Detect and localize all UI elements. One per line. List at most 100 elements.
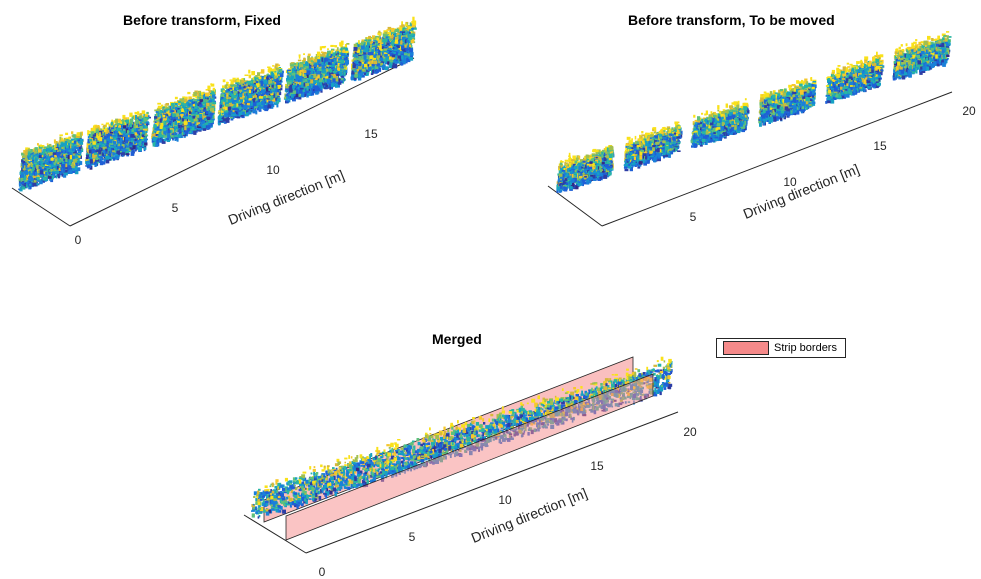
point [65, 153, 68, 155]
point [23, 165, 26, 170]
point [189, 129, 193, 134]
point [96, 150, 98, 154]
point [67, 165, 71, 170]
point [98, 151, 102, 155]
point [32, 149, 36, 152]
point [188, 114, 192, 118]
point [156, 119, 160, 122]
point [203, 96, 206, 100]
point [109, 133, 113, 137]
point [171, 133, 174, 135]
point [22, 154, 26, 157]
point [172, 124, 175, 128]
point [140, 132, 143, 137]
point [136, 145, 140, 148]
point [126, 122, 130, 127]
point [47, 148, 51, 152]
point [246, 98, 250, 102]
point [104, 142, 107, 147]
point [170, 134, 174, 138]
point [28, 169, 32, 171]
point [171, 116, 174, 120]
point [124, 149, 128, 152]
point [91, 148, 95, 154]
point [205, 89, 208, 91]
point [133, 140, 137, 145]
point [89, 144, 92, 148]
point [132, 139, 136, 141]
point [85, 159, 89, 161]
point [65, 139, 69, 143]
point [115, 121, 118, 125]
point [26, 159, 30, 162]
point [156, 120, 160, 125]
point [60, 141, 64, 145]
point [159, 110, 163, 114]
point [195, 104, 199, 107]
point [240, 81, 245, 85]
point [193, 130, 197, 135]
point [128, 129, 131, 134]
point [139, 134, 144, 139]
point [38, 168, 41, 173]
point [50, 163, 54, 166]
point [31, 168, 34, 172]
point [30, 163, 33, 167]
point [111, 127, 114, 130]
point [31, 173, 34, 178]
point [52, 150, 57, 155]
point [174, 112, 178, 117]
point [119, 146, 123, 149]
point [126, 119, 130, 124]
point [159, 118, 162, 123]
point [139, 126, 143, 130]
point [68, 160, 72, 165]
point [191, 114, 195, 116]
point [118, 141, 122, 145]
point [106, 129, 110, 133]
point [71, 163, 74, 166]
point [191, 122, 194, 125]
chart-title: Before transform, Fixed [123, 12, 281, 28]
point [62, 142, 66, 147]
point [138, 118, 142, 121]
point [44, 151, 47, 156]
point [222, 85, 225, 89]
point [99, 142, 103, 145]
point [138, 114, 141, 118]
point [105, 145, 109, 149]
point [190, 100, 193, 103]
point [71, 140, 74, 143]
point [273, 102, 276, 105]
point [30, 169, 33, 174]
point [210, 118, 214, 123]
point [34, 167, 37, 172]
point [137, 139, 141, 144]
point [110, 148, 113, 153]
point [160, 129, 162, 132]
point [190, 110, 193, 112]
point [108, 140, 113, 143]
point [187, 104, 190, 109]
point [76, 160, 79, 163]
point [194, 123, 198, 127]
point [169, 130, 173, 133]
point [164, 127, 169, 130]
point [164, 124, 168, 127]
point [103, 128, 108, 133]
point [176, 116, 181, 118]
point [68, 169, 70, 174]
point [86, 146, 89, 149]
point [203, 106, 206, 112]
point [160, 122, 164, 126]
point [178, 101, 181, 103]
point [204, 127, 207, 130]
point [157, 138, 160, 140]
point [24, 157, 28, 163]
point [50, 175, 54, 180]
point [32, 159, 35, 164]
point [100, 155, 103, 160]
point [27, 183, 32, 186]
point [202, 112, 207, 115]
point [53, 139, 56, 144]
